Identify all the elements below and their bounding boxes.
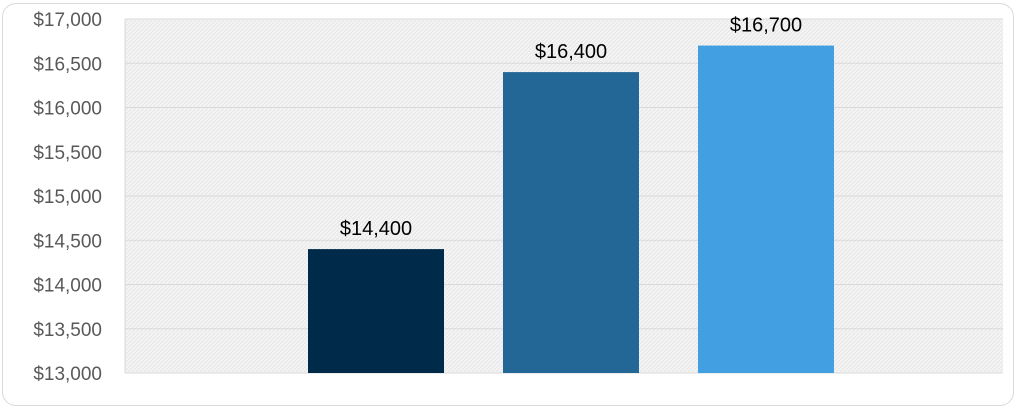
data-label: $14,400 — [340, 218, 412, 240]
bar — [503, 72, 639, 373]
bars — [308, 45, 834, 374]
y-tick-label: $15,500 — [33, 143, 102, 164]
y-tick-label: $13,000 — [33, 364, 102, 385]
y-tick-label: $16,000 — [33, 99, 102, 120]
y-tick-label: $16,500 — [33, 54, 102, 75]
y-tick-label: $15,000 — [33, 187, 102, 208]
data-label: $16,700 — [730, 15, 802, 37]
bar — [308, 249, 444, 373]
bar — [698, 45, 834, 374]
data-labels: $14,400 $16,400 $16,700 — [340, 15, 802, 241]
y-tick-label: $17,000 — [33, 10, 102, 31]
y-tick-label: $13,500 — [33, 320, 102, 341]
data-label: $16,400 — [535, 41, 607, 63]
y-tick-label: $14,000 — [33, 276, 102, 297]
y-axis: $13,000 $13,500 $14,000 $14,500 $15,000 $15,5… — [33, 10, 102, 385]
y-tick-label: $14,500 — [33, 231, 102, 252]
